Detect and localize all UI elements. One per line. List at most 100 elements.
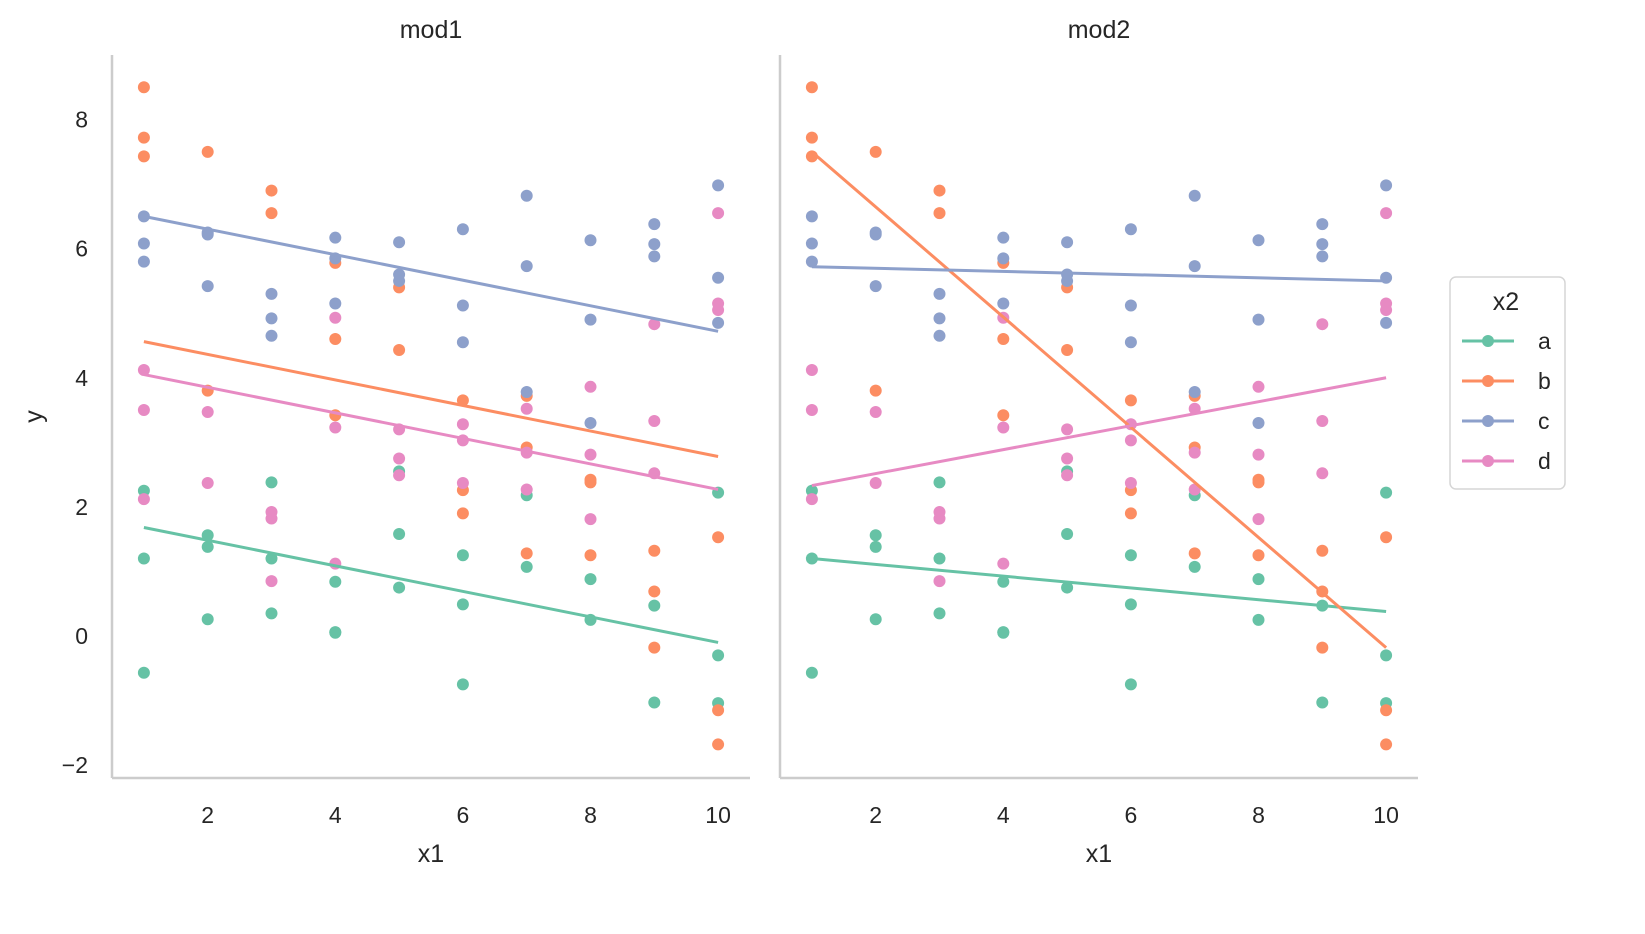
panel-2-point-d — [1380, 207, 1393, 220]
panel-1-point-c — [584, 416, 597, 429]
panel-1-fit-line-d — [143, 373, 719, 491]
panel-1-point-b — [648, 641, 661, 654]
panel-1-point-a — [201, 540, 214, 553]
y-tick-label: 4 — [75, 365, 88, 391]
panel-2-point-d — [1252, 448, 1265, 461]
panel-1-point-d — [265, 575, 278, 588]
panel-2-point-a — [805, 666, 818, 679]
panel-2-point-d — [805, 364, 818, 377]
panel-1-point-c — [520, 189, 533, 202]
panel-1-point-a — [648, 696, 661, 709]
panel-2-point-c — [997, 231, 1010, 244]
panel-2-point-b — [805, 131, 818, 144]
panel-1-point-b — [584, 476, 597, 489]
panel-1-x-tick-label: 10 — [705, 802, 731, 828]
panel-1-point-d — [648, 318, 661, 331]
panel-1-point-b — [265, 207, 278, 220]
panel-2-point-d — [1061, 469, 1074, 482]
panel-1-point-d — [137, 364, 150, 377]
panel-2-point-c — [1188, 189, 1201, 202]
panel-1-point-b — [712, 531, 725, 544]
panel-2-point-d — [869, 405, 882, 418]
panel-1-point-a — [201, 613, 214, 626]
panel-2-point-c — [1124, 336, 1137, 349]
panel-2-point-c — [1124, 223, 1137, 236]
panel-1-point-c — [393, 236, 406, 249]
panel-2-point-b — [1380, 738, 1393, 751]
panel-2-point-b — [1252, 549, 1265, 562]
panel-2-point-a — [1124, 678, 1137, 691]
panel-1-point-b — [137, 150, 150, 163]
panel-2-point-c — [869, 280, 882, 293]
panel-2-point-a — [1188, 560, 1201, 573]
panel-1-point-d — [520, 402, 533, 415]
legend-box — [1449, 276, 1566, 490]
panel-2-point-d — [1252, 513, 1265, 526]
panel-2-point-c — [1252, 313, 1265, 326]
panel-2-point-c — [805, 237, 818, 250]
legend-label-d: d — [1538, 448, 1551, 474]
panel-1-point-d — [648, 415, 661, 428]
panel-2-point-c — [1380, 316, 1393, 329]
panel-2-point-b — [805, 81, 818, 94]
panel-2-point-a — [869, 529, 882, 542]
panel-2-point-d — [869, 476, 882, 489]
panel-2-point-c — [805, 255, 818, 268]
panel-2-point-a — [1316, 696, 1329, 709]
panel-1-point-c — [712, 316, 725, 329]
panel-2-point-d — [1188, 446, 1201, 459]
panel-1-point-a — [520, 560, 533, 573]
panel-2-point-c — [1380, 179, 1393, 192]
panel-2-point-a — [1124, 598, 1137, 611]
panel-1-point-a — [265, 607, 278, 620]
panel-1-point-d — [584, 448, 597, 461]
y-tick-label: 0 — [75, 623, 88, 649]
panel-1-point-a — [137, 666, 150, 679]
panel-2-fit-line-b — [810, 150, 1388, 649]
panel-1-point-c — [265, 329, 278, 342]
legend-label-b: b — [1538, 368, 1551, 394]
panel-2-point-c — [1316, 250, 1329, 263]
panel-2-point-c — [1252, 416, 1265, 429]
panel-2-point-b — [1124, 394, 1137, 407]
panel-2-point-c — [1316, 238, 1329, 251]
panel-1-point-b — [456, 507, 469, 520]
panel-2-point-d — [805, 493, 818, 506]
panel-2-point-a — [933, 552, 946, 565]
panel-2-x-tick-label: 8 — [1252, 802, 1265, 828]
panel-2-x-tick-label: 6 — [1125, 802, 1138, 828]
legend-marker-a — [1482, 335, 1494, 347]
panel-1-point-b — [648, 544, 661, 557]
panel-1-point-a — [329, 575, 342, 588]
panel-2-point-c — [997, 297, 1010, 310]
panel-2-fit-line-d — [811, 376, 1387, 488]
panel-2-point-b — [869, 145, 882, 158]
panel-2-point-c — [1252, 234, 1265, 247]
panel-2-point-d — [1316, 318, 1329, 331]
panel-1-point-c — [456, 223, 469, 236]
legend-label-a: a — [1538, 328, 1551, 354]
panel-1-point-c — [393, 274, 406, 287]
panel-1-point-c — [137, 237, 150, 250]
panel-1-point-d — [584, 380, 597, 393]
panel-2-point-b — [933, 207, 946, 220]
panel-2-point-a — [997, 575, 1010, 588]
panel-2-point-d — [1061, 452, 1074, 465]
panel-1-fit-line-c — [143, 214, 719, 333]
legend-marker-b — [1482, 375, 1494, 387]
legend-label-c: c — [1538, 408, 1550, 434]
panel-2-point-c — [1316, 218, 1329, 231]
panel-2-point-b — [1188, 547, 1201, 560]
panel-1-point-c — [712, 271, 725, 284]
panel-2-point-d — [997, 421, 1010, 434]
panel-1-point-c — [584, 234, 597, 247]
panel-1-point-c — [201, 280, 214, 293]
panel-1-point-c — [137, 255, 150, 268]
panel-2-point-b — [1380, 531, 1393, 544]
panel-1-point-c — [648, 238, 661, 251]
panel-1-point-a — [137, 552, 150, 565]
panel-1-point-b — [137, 131, 150, 144]
panel-1-point-c — [265, 312, 278, 325]
panel-1-x-tick-label: 2 — [201, 802, 214, 828]
